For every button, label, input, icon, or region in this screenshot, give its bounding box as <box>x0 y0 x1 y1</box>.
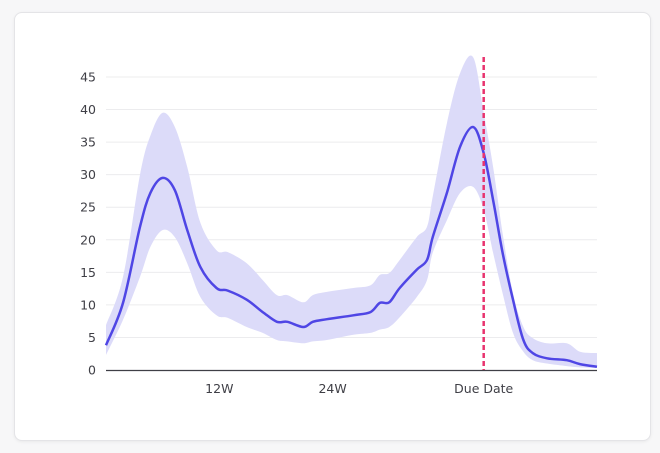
confidence-band <box>106 55 597 369</box>
x-tick-label: 24W <box>318 381 346 396</box>
y-tick-label: 0 <box>88 363 96 378</box>
y-tick-label: 40 <box>80 102 96 117</box>
y-tick-label: 20 <box>80 232 96 247</box>
y-tick-label: 15 <box>80 265 96 280</box>
y-tick-label: 35 <box>80 135 96 150</box>
y-tick-label: 5 <box>88 330 96 345</box>
y-tick-label: 45 <box>80 70 96 85</box>
x-tick-labels: 12W 24W Due Date <box>205 381 513 396</box>
y-tick-labels: 0 5 10 15 20 25 30 35 40 45 <box>80 70 96 378</box>
y-tick-label: 30 <box>80 167 96 182</box>
mean-line <box>104 125 598 368</box>
x-tick-label: 12W <box>205 381 233 396</box>
x-tick-label: Due Date <box>454 381 513 396</box>
chart-card <box>14 12 651 441</box>
y-tick-label: 25 <box>80 200 96 215</box>
y-tick-label: 10 <box>80 297 96 312</box>
